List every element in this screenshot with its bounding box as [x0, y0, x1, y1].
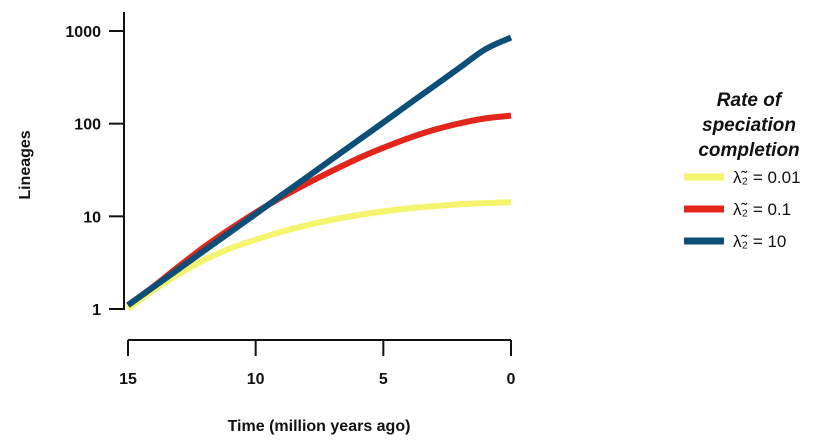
y-tick-label-0: 1 — [92, 302, 101, 319]
legend-title-word-of: of — [763, 90, 783, 111]
y-tick-label-3: 1000 — [65, 24, 101, 41]
x-tick-label-3: 0 — [507, 371, 516, 388]
y-axis-title: Lineages — [17, 130, 34, 199]
legend-title-line-2: speciation — [702, 115, 796, 136]
legend-label-0: λ̃₂ = 0.01 — [733, 168, 801, 187]
legend-title-line-1: Rate of — [717, 90, 783, 111]
x-tick-label-2: 5 — [379, 371, 388, 388]
legend-entry-1: λ̃₂ = 0.1 — [684, 200, 791, 219]
legend-entry-2: λ̃₂ = 10 — [684, 232, 786, 251]
series-line-1 — [126, 112, 512, 308]
legend-label-1: λ̃₂ = 0.1 — [733, 200, 791, 219]
legend-title-word-rate: Rate — [717, 90, 759, 111]
legend-entry-0: λ̃₂ = 0.01 — [684, 168, 801, 187]
y-tick-label-1: 10 — [83, 209, 101, 226]
x-tick-label-0: 15 — [119, 371, 137, 388]
y-axis-ticks: 1 10 100 1000 — [65, 24, 124, 319]
series-line-0 — [126, 199, 512, 312]
legend-title-line-3: completion — [698, 140, 799, 161]
y-tick-label-2: 100 — [74, 117, 101, 134]
series-line-2 — [126, 34, 513, 308]
x-axis-title: Time (million years ago) — [228, 418, 411, 435]
x-axis-ticks: 15 10 5 0 — [119, 340, 516, 388]
legend-label-2: λ̃₂ = 10 — [733, 232, 786, 251]
x-tick-label-1: 10 — [247, 371, 265, 388]
series-lines — [126, 34, 513, 312]
